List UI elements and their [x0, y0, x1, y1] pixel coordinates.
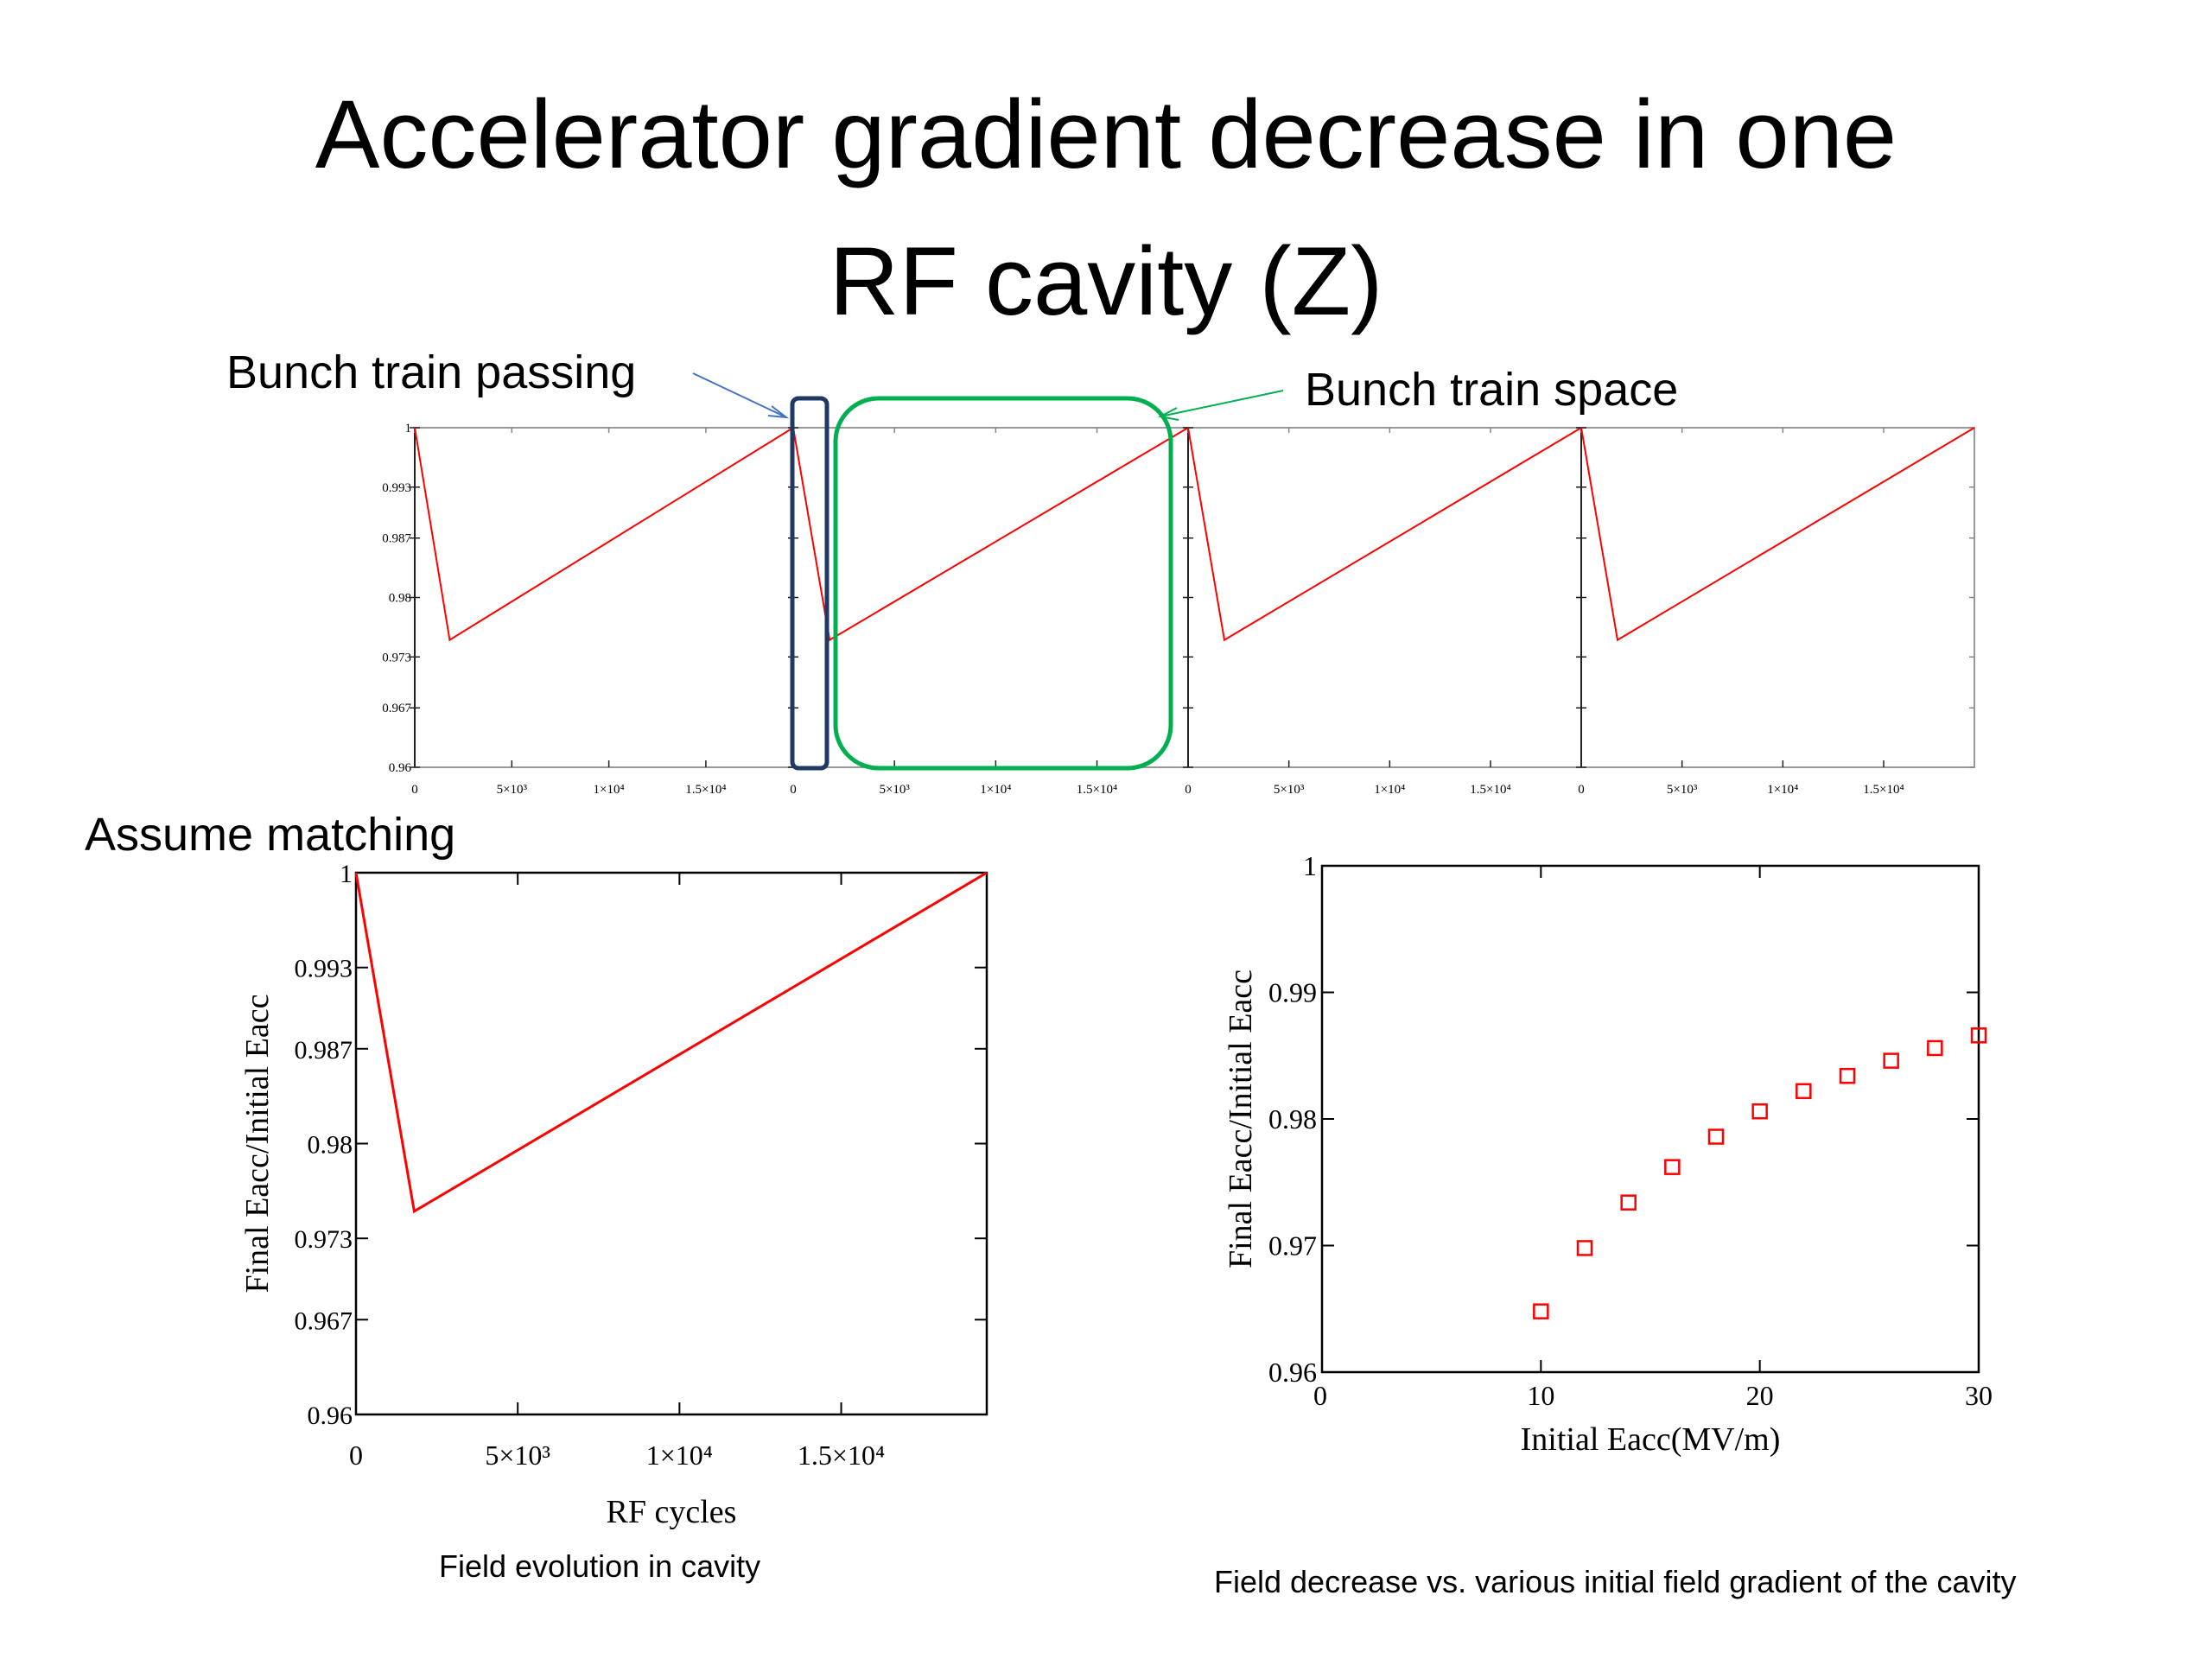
- y-tick-label: 0.97: [1268, 1230, 1317, 1262]
- top-strip-chart: 0.96 0.967 0.973 0.98 0.987 0.993 1 0 5×10³ 1×10⁴…: [382, 422, 1975, 797]
- assume-matching-label: Assume matching: [85, 809, 456, 861]
- x-axis-title: Initial Eacc(MV/m): [1521, 1421, 1781, 1458]
- data-point: [1970, 1027, 1987, 1044]
- field-evolution-chart: 0.96 0.967 0.973 0.98 0.987 0.993 1 0 5×10³ 1×10⁴…: [239, 860, 988, 1530]
- y-axis-title: Final Eacc/Initial Eacc: [239, 994, 276, 1293]
- top-series-line: [1580, 427, 1975, 642]
- top-series-line: [792, 427, 1189, 642]
- top-strip-frame: [414, 427, 1975, 768]
- x-tick-label: 1.5×10⁴: [798, 1440, 885, 1471]
- x-tick-label: 5×10³: [879, 783, 910, 797]
- bunch-train-passing-label: Bunch train passing: [226, 346, 637, 398]
- y-tick-label: 1: [1303, 850, 1317, 881]
- x-tick-label: 5×10³: [1667, 783, 1698, 797]
- y-tick-label: 0.987: [295, 1036, 353, 1065]
- field-series-line: [354, 871, 988, 1214]
- y-tick-label: 0.993: [295, 955, 353, 983]
- annotations: [692, 372, 1284, 771]
- data-point: [1751, 1103, 1768, 1120]
- x-axis-title: RF cycles: [607, 1494, 737, 1530]
- y-tick-label: 0.973: [382, 651, 411, 664]
- data-point: [1796, 1083, 1812, 1100]
- x-tick-label: 5×10³: [497, 783, 528, 797]
- y-tick-label: 1: [405, 422, 412, 435]
- y-axis-title: Final Eacc/Initial Eacc: [1223, 969, 1259, 1268]
- data-point: [1883, 1052, 1899, 1069]
- x-tick-label: 1×10⁴: [646, 1440, 713, 1471]
- x-tick-label: 20: [1746, 1380, 1774, 1411]
- x-tick-label: 5×10³: [1274, 783, 1305, 797]
- y-tick-label: 0.987: [382, 532, 411, 546]
- y-tick-label: 0.98: [389, 592, 411, 606]
- x-tick-label: 5×10³: [485, 1440, 550, 1471]
- x-tick-label: 0: [1313, 1380, 1327, 1411]
- bunch-space-box: [833, 396, 1173, 771]
- data-point: [1620, 1194, 1637, 1211]
- data-point: [1927, 1039, 1943, 1057]
- y-tick-label: 0.96: [308, 1402, 353, 1430]
- right-plot-frame: [1320, 864, 1980, 1374]
- bunch-train-space-label: Bunch train space: [1305, 364, 1679, 416]
- x-tick-label: 1.5×10⁴: [1470, 783, 1510, 797]
- x-tick-label: 1×10⁴: [1374, 783, 1405, 797]
- y-tick-label: 0.96: [1268, 1357, 1317, 1388]
- passing-arrowhead: [767, 405, 790, 419]
- x-tick-label: 30: [1965, 1380, 1993, 1411]
- data-point: [1576, 1240, 1593, 1256]
- top-series-line: [1187, 427, 1582, 642]
- data-point: [1707, 1128, 1725, 1145]
- y-tick-label: 0.967: [382, 702, 411, 715]
- data-point: [1533, 1303, 1549, 1319]
- slide-title-line2: RF cavity (Z): [829, 227, 1383, 335]
- y-tick-label: 0.99: [1268, 977, 1317, 1008]
- data-point: [1839, 1067, 1856, 1084]
- x-tick-label: 0: [411, 783, 418, 797]
- y-tick-label: 0.973: [295, 1225, 353, 1254]
- y-tick-label: 0.967: [295, 1306, 353, 1335]
- caption-field-evolution: Field evolution in cavity: [439, 1548, 761, 1584]
- data-point: [1664, 1159, 1681, 1175]
- y-tick-label: 0.98: [1268, 1103, 1317, 1135]
- x-tick-label: 0: [1185, 783, 1192, 797]
- x-tick-label: 1×10⁴: [594, 783, 625, 797]
- x-tick-label: 1.5×10⁴: [1863, 783, 1904, 797]
- y-tick-label: 1: [340, 860, 353, 888]
- x-tick-label: 10: [1527, 1380, 1554, 1411]
- y-tick-label: 0.96: [389, 761, 412, 775]
- x-tick-label: 0: [349, 1440, 363, 1471]
- caption-field-decrease: Field decrease vs. various initial field…: [1214, 1564, 2017, 1599]
- space-arrowhead: [1158, 407, 1179, 421]
- x-tick-label: 1.5×10⁴: [1077, 783, 1117, 797]
- x-tick-label: 1×10⁴: [980, 783, 1011, 797]
- x-tick-label: 0: [1578, 783, 1585, 797]
- top-series-line: [414, 427, 794, 642]
- x-tick-label: 0: [790, 783, 797, 797]
- space-arrow: [1160, 390, 1284, 417]
- y-tick-label: 0.993: [382, 481, 411, 495]
- bunch-passing-box: [790, 396, 830, 771]
- passing-arrow: [692, 372, 787, 418]
- y-tick-label: 0.98: [308, 1131, 353, 1160]
- left-plot-frame: [354, 871, 988, 1416]
- x-tick-label: 1.5×10⁴: [685, 783, 726, 797]
- x-tick-label: 1×10⁴: [1767, 783, 1798, 797]
- slide-title-line1: Accelerator gradient decrease in one: [315, 80, 1897, 188]
